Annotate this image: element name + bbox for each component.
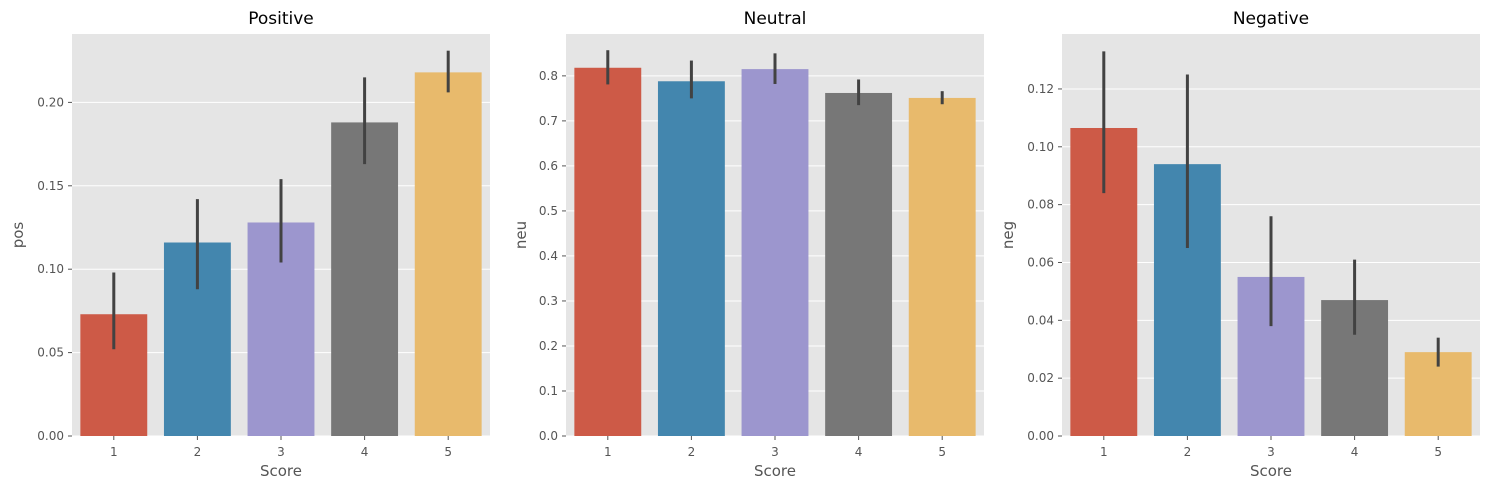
y-tick-label: 0.02 <box>1027 371 1054 385</box>
y-tick-label: 0.2 <box>539 339 558 353</box>
y-tick-label: 0.10 <box>37 262 64 276</box>
x-tick-label: 4 <box>855 445 863 459</box>
y-tick-label: 0.0 <box>539 429 558 443</box>
chart-title-negative: Negative <box>1233 9 1309 29</box>
x-tick-label: 5 <box>938 445 946 459</box>
x-axis-label-positive: Score <box>260 462 302 480</box>
x-tick-label: 1 <box>1100 445 1108 459</box>
panel-positive: 0.00 0.05 0.10 0.15 0.20 1 2 3 4 5 Positive Scor… <box>9 9 490 480</box>
y-tick-label: 0.10 <box>1027 140 1054 154</box>
bar-score-4 <box>331 122 399 436</box>
y-tick-label: 0.12 <box>1027 82 1054 96</box>
y-axis-label-positive: pos <box>9 222 27 249</box>
x-tick-label: 2 <box>194 445 202 459</box>
y-tick-label: 0.3 <box>539 294 558 308</box>
y-tick-label: 0.7 <box>539 114 558 128</box>
x-ticks-negative: 1 2 3 4 5 <box>1100 436 1442 459</box>
y-tick-label: 0.06 <box>1027 255 1054 269</box>
x-tick-label: 1 <box>604 445 612 459</box>
y-tick-label: 0.20 <box>37 95 64 109</box>
y-tick-label: 0.04 <box>1027 313 1054 327</box>
x-tick-label: 1 <box>110 445 118 459</box>
x-ticks-positive: 1 2 3 4 5 <box>110 436 452 459</box>
bar-score-4 <box>825 92 893 436</box>
panel-neutral: 0.0 0.1 0.2 0.3 0.4 0.5 0.6 0.7 0.8 1 2 3 4 5 Neutra… <box>512 9 984 480</box>
x-axis-label-neutral: Score <box>754 462 796 480</box>
bar-score-5 <box>414 72 482 436</box>
y-tick-label: 0.4 <box>539 249 558 263</box>
x-tick-label: 2 <box>1184 445 1192 459</box>
y-ticks-positive: 0.00 0.05 0.10 0.15 0.20 <box>37 95 72 443</box>
x-tick-label: 3 <box>1267 445 1275 459</box>
x-tick-label: 3 <box>277 445 285 459</box>
x-tick-label: 5 <box>444 445 452 459</box>
chart-title-neutral: Neutral <box>744 9 807 29</box>
chart-title-positive: Positive <box>248 9 314 29</box>
error-bars-neutral <box>606 50 944 106</box>
y-axis-label-neutral: neu <box>512 221 530 249</box>
x-tick-label: 2 <box>688 445 696 459</box>
y-tick-label: 0.1 <box>539 384 558 398</box>
y-axis-label-negative: neg <box>999 221 1017 249</box>
bars-neutral <box>574 67 976 436</box>
y-ticks-negative: 0.00 0.02 0.04 0.06 0.08 0.10 0.12 <box>1027 82 1062 443</box>
y-tick-label: 0.6 <box>539 159 558 173</box>
error-bars-positive <box>112 50 450 350</box>
bar-score-2 <box>657 81 725 436</box>
bar-score-5 <box>908 97 976 436</box>
y-tick-label: 0.5 <box>539 204 558 218</box>
y-tick-label: 0.00 <box>37 429 64 443</box>
y-tick-label: 0.15 <box>37 179 64 193</box>
panel-negative: 0.00 0.02 0.04 0.06 0.08 0.10 0.12 1 2 3 4 5 Negat… <box>999 9 1480 480</box>
y-tick-label: 0.8 <box>539 69 558 83</box>
y-tick-label: 0.08 <box>1027 198 1054 212</box>
bar-score-3 <box>741 69 809 436</box>
y-ticks-neutral: 0.0 0.1 0.2 0.3 0.4 0.5 0.6 0.7 0.8 <box>539 69 566 443</box>
x-tick-label: 4 <box>1351 445 1359 459</box>
x-axis-label-negative: Score <box>1250 462 1292 480</box>
bar-score-1 <box>574 67 642 436</box>
error-bars-negative <box>1102 51 1440 367</box>
x-tick-label: 5 <box>1434 445 1442 459</box>
y-tick-label: 0.00 <box>1027 429 1054 443</box>
bars-positive <box>80 72 482 436</box>
y-tick-label: 0.05 <box>37 346 64 360</box>
x-tick-label: 3 <box>771 445 779 459</box>
x-tick-label: 4 <box>361 445 369 459</box>
x-ticks-neutral: 1 2 3 4 5 <box>604 436 946 459</box>
